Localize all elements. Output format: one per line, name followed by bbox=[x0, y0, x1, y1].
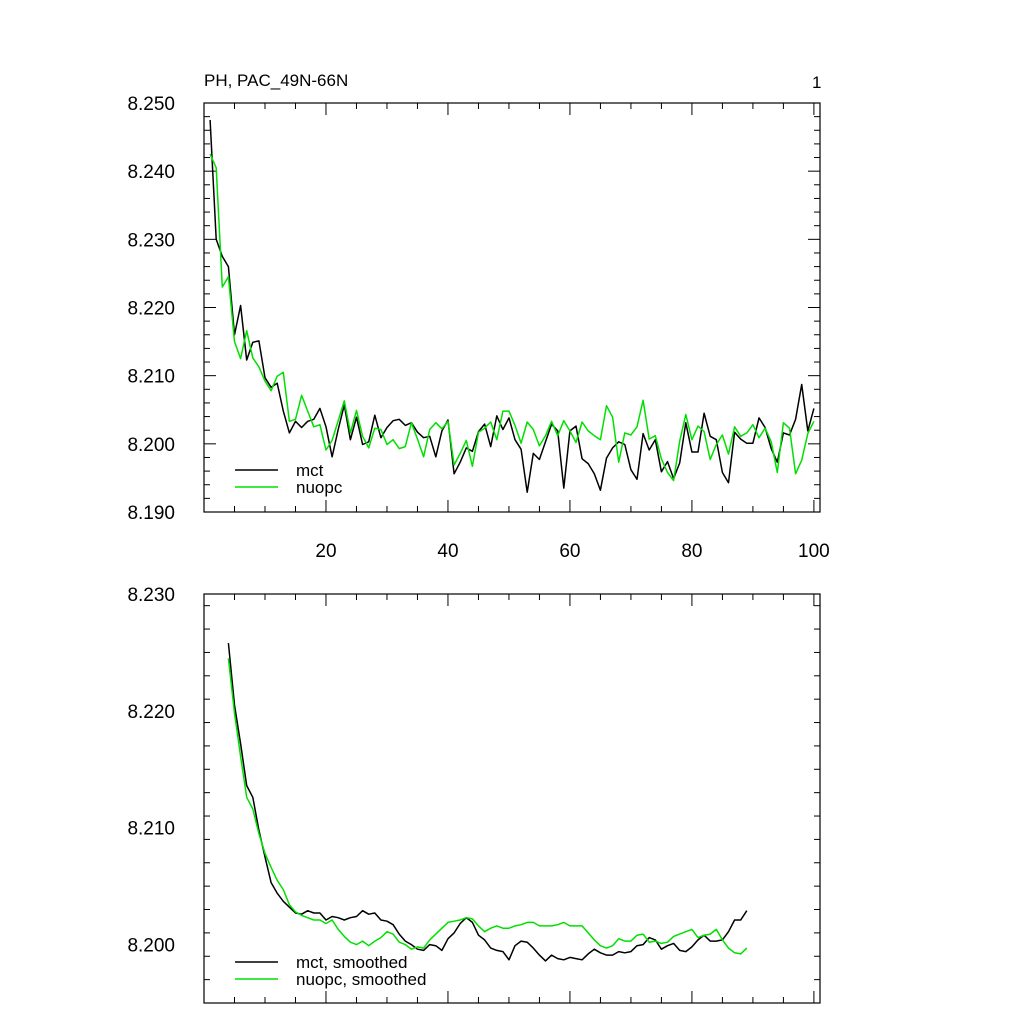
y-tick-label: 8.240 bbox=[127, 162, 175, 183]
y-tick-label: 8.210 bbox=[127, 819, 175, 840]
y-tick-label: 8.220 bbox=[127, 702, 175, 723]
plot-frame bbox=[203, 593, 821, 1004]
figure-title: PH, PAC_49N-66N bbox=[204, 71, 348, 90]
legend-label: mct bbox=[296, 461, 324, 480]
x-tick-label: 40 bbox=[437, 541, 458, 562]
legend-label: nuopc, smoothed bbox=[296, 970, 426, 989]
legend-label: nuopc bbox=[296, 478, 343, 497]
top-chart-panel: 20 40 60 80 100 8.250 8.240 8.230 8.220 8.210 8.20… bbox=[127, 94, 829, 562]
x-tick-label: 60 bbox=[559, 541, 580, 562]
y-tick-label: 8.230 bbox=[127, 585, 175, 606]
series-line-1 bbox=[227, 658, 748, 955]
y-tick-label: 8.250 bbox=[127, 94, 175, 115]
x-tick-label: 80 bbox=[681, 541, 702, 562]
x-tick-label: 20 bbox=[315, 541, 336, 562]
y-tick-label: 8.230 bbox=[127, 230, 175, 251]
x-tick-label: 100 bbox=[798, 541, 830, 562]
y-tick-label: 8.200 bbox=[127, 936, 175, 957]
series-line-0 bbox=[227, 643, 748, 962]
panel-number: 1 bbox=[812, 73, 821, 92]
y-tick-label: 8.220 bbox=[127, 299, 175, 320]
bottom-chart-panel: 8.230 8.220 8.210 8.200 mct, smoothednuopc, … bbox=[127, 585, 821, 1004]
series-line-1 bbox=[209, 153, 815, 482]
y-tick-label: 8.200 bbox=[127, 435, 175, 456]
y-tick-label: 8.190 bbox=[127, 503, 175, 524]
y-tick-label: 8.210 bbox=[127, 367, 175, 388]
legend-label: mct, smoothed bbox=[296, 953, 408, 972]
